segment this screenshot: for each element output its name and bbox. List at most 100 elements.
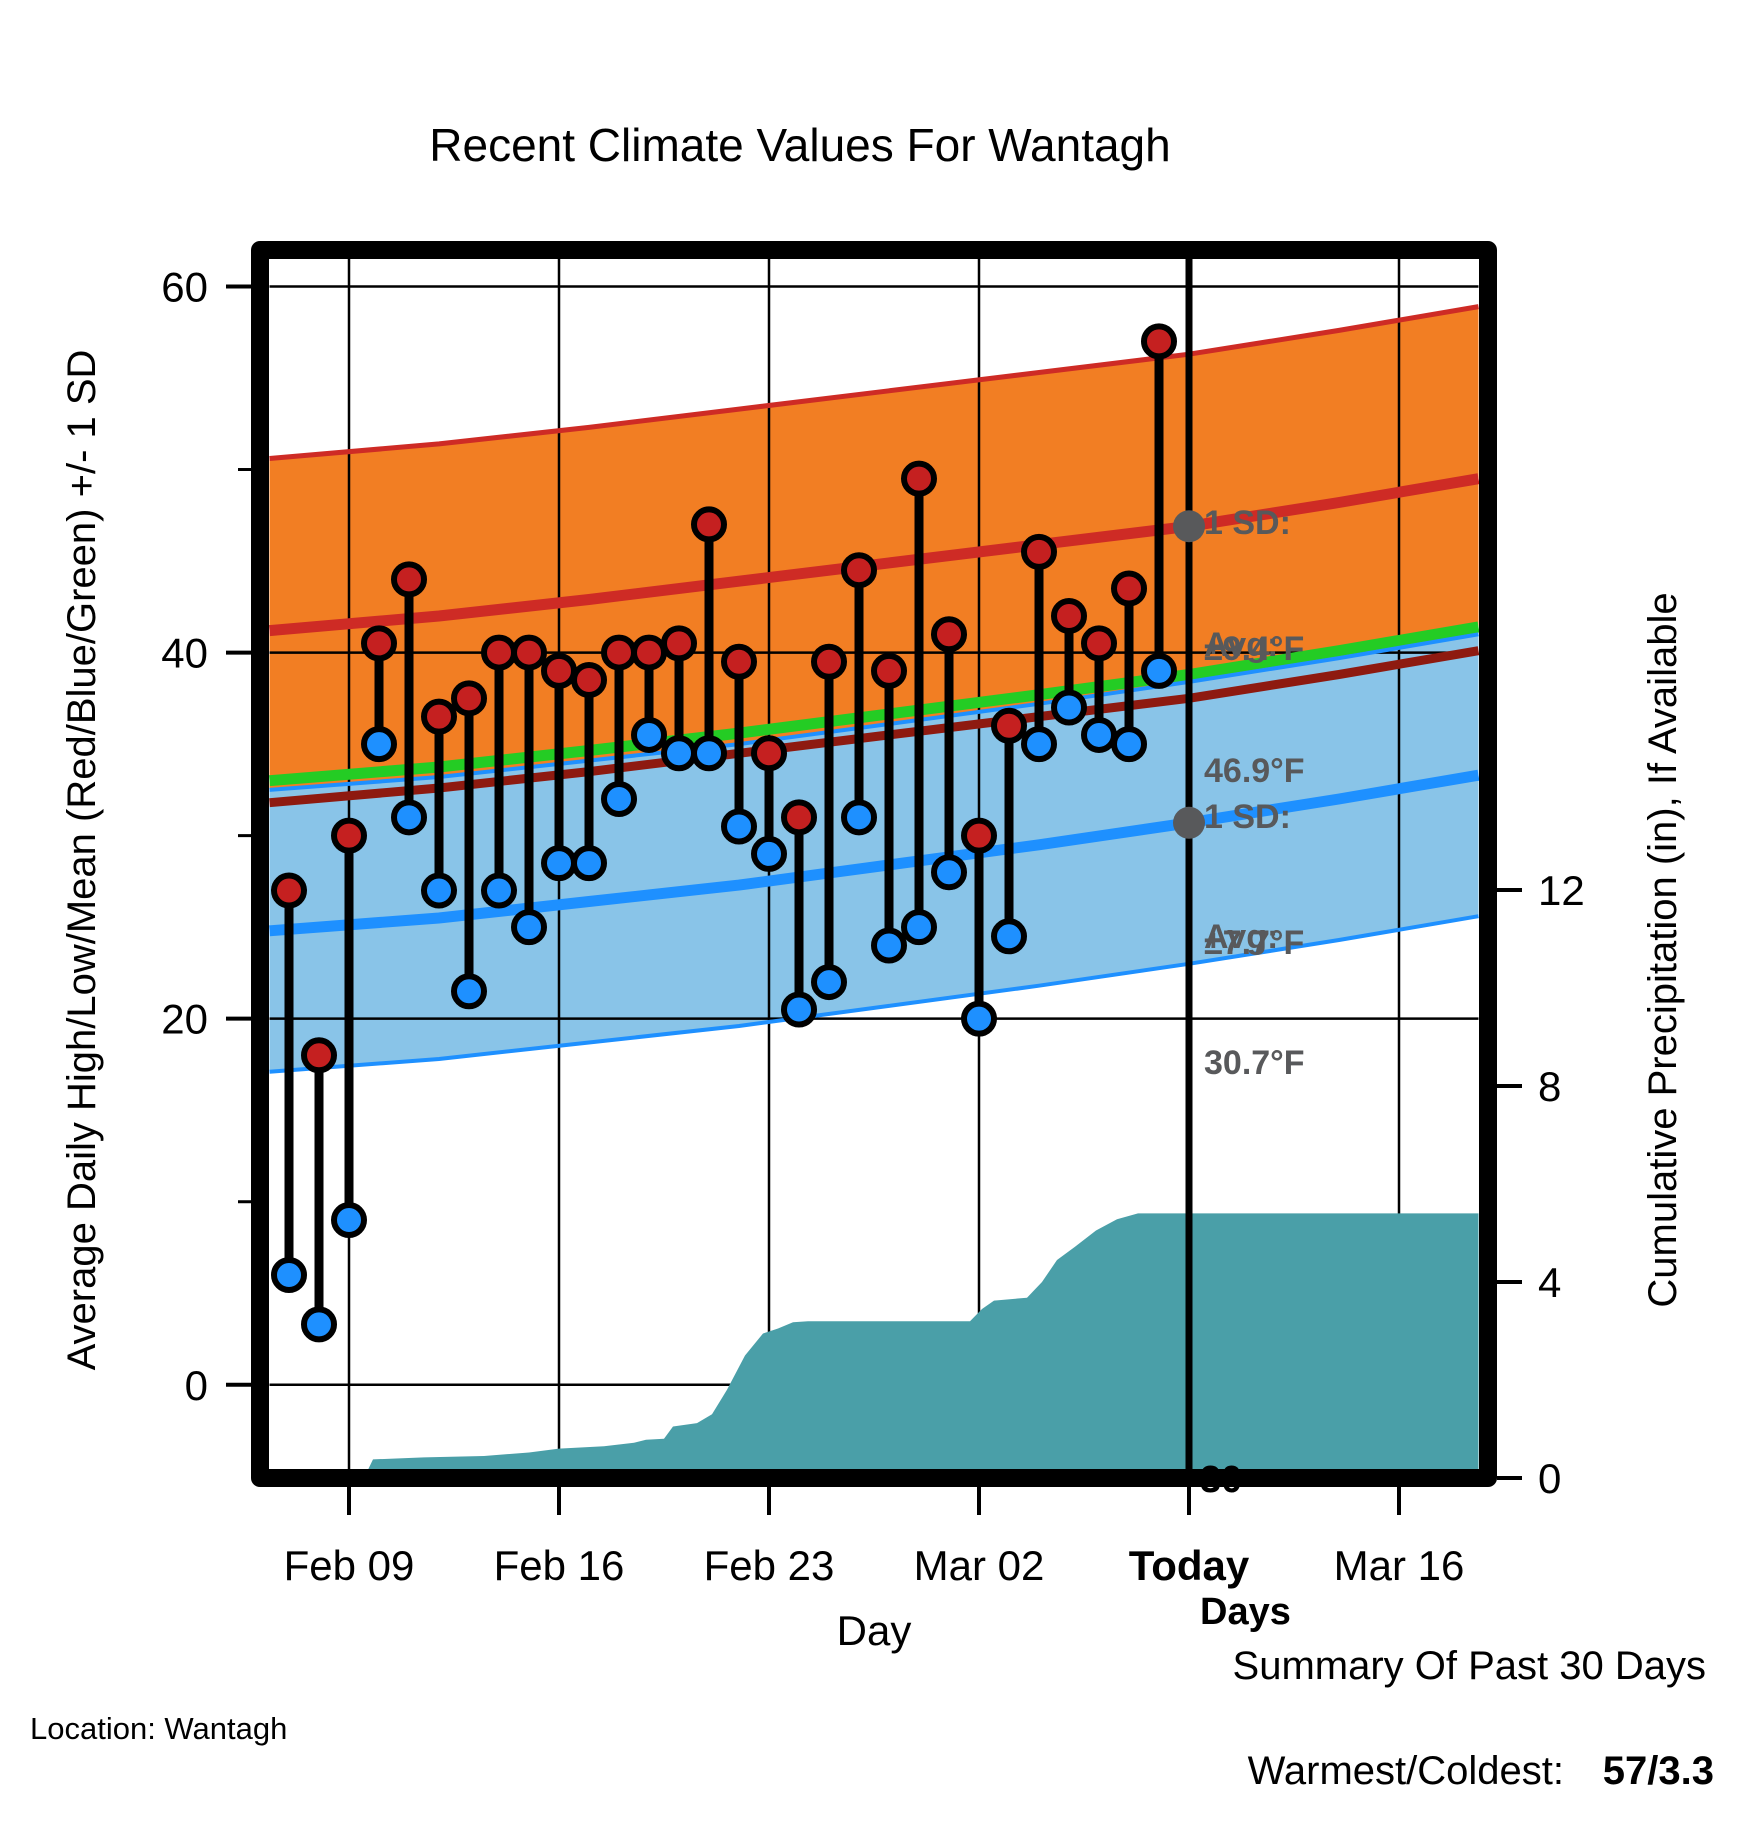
right-axis-tick-label: 8 — [1538, 1063, 1561, 1110]
annotation-low-sd-label: 1 SD: — [1204, 798, 1291, 836]
x-axis-tick-label: Feb 23 — [704, 1542, 835, 1589]
daily-low-dot — [391, 799, 427, 836]
daily-low-dot — [421, 872, 457, 909]
daily-high-dot — [1141, 323, 1177, 360]
daily-low-dot — [721, 808, 757, 845]
x-axis-tick-label: Feb 16 — [494, 1542, 625, 1589]
page-title: Recent Climate Values For Wantagh — [429, 119, 1171, 171]
summary-warmest-label: Warmest/Coldest: — [1247, 1749, 1564, 1793]
daily-low-dot — [631, 716, 667, 753]
daily-high-dot — [631, 634, 667, 671]
today-avg-low-dot — [1173, 806, 1205, 839]
today-30-days-label: 30 Days — [1200, 1370, 1291, 1722]
daily-low-dot — [271, 1256, 307, 1293]
low-temp-sd-band — [269, 634, 1479, 1072]
daily-high-dot — [841, 552, 877, 589]
daily-high-dot — [1111, 570, 1147, 607]
annotation-high-sd-label: 1 SD: — [1204, 504, 1291, 542]
daily-high-dot — [961, 817, 997, 854]
high-band-top-edge — [269, 304, 1479, 461]
annotation-high-sd: 1 SD: ±9.4°F — [1204, 418, 1304, 754]
daily-high-dot — [271, 872, 307, 909]
summary-panel: Summary Of Past 30 Days Warmest/Coldest:… — [1018, 1608, 1714, 1828]
today-avg-high-dot — [1173, 510, 1205, 543]
low-band-bottom-edge — [269, 914, 1479, 1074]
daily-high-dot — [1051, 597, 1087, 634]
metadata-location: Location: Wantagh — [30, 1711, 288, 1746]
daily-high-dot — [541, 652, 577, 689]
x-axis-tick-label: Today — [1129, 1542, 1250, 1589]
daily-low-dot — [991, 918, 1027, 955]
today-marker — [1173, 254, 1205, 1474]
daily-low-dot — [811, 964, 847, 1001]
plot-frame — [251, 241, 1497, 1487]
x-axis-tick-label: Mar 16 — [1334, 1542, 1465, 1589]
daily-low-dot — [301, 1306, 337, 1343]
daily-observations — [271, 323, 1177, 1343]
cumulative-precip-curve — [364, 1213, 1479, 1478]
axes: 0 20 40 60 0 4 8 12 Feb 09 Feb 16 Feb 23 Mar 02 Toda… — [60, 263, 1685, 1654]
daily-low-dot — [661, 735, 697, 772]
today-label-line2: Days — [1200, 1591, 1291, 1633]
daily-high-dot — [661, 625, 697, 662]
daily-low-dot — [931, 854, 967, 891]
daily-high-dot — [451, 680, 487, 717]
annotation-low-sd: 1 SD: ±7.7°F — [1204, 712, 1304, 1048]
annotation-low-avg-value: 30.7°F — [1204, 1044, 1305, 1082]
daily-high-dot — [481, 634, 517, 671]
x-axis-tick-label: Feb 09 — [284, 1542, 415, 1589]
daily-low-dot — [481, 872, 517, 909]
right-axis-title: Cumulative Precipitation (in), If Availa… — [1641, 592, 1685, 1307]
daily-low-dot — [361, 726, 397, 763]
annotation-low-avg: Avg: 30.7°F — [1204, 832, 1305, 1168]
daily-low-dot — [1111, 726, 1147, 763]
daily-low-dot — [1081, 716, 1117, 753]
daily-high-dot — [781, 799, 817, 836]
summary-warmest-value: 57/3.3 — [1602, 1749, 1714, 1793]
avg-high-line — [269, 473, 1480, 637]
daily-high-dot — [391, 561, 427, 598]
left-axis-tick-label: 60 — [161, 263, 208, 310]
daily-high-dot — [991, 707, 1027, 744]
daily-high-dot — [331, 817, 367, 854]
summary-row-warmest-coldest: Warmest/Coldest: 57/3.3 — [1018, 1749, 1714, 1794]
left-axis-tick-label: 20 — [161, 996, 208, 1043]
daily-low-dot — [331, 1202, 367, 1239]
today-label-line1: 30 — [1200, 1459, 1243, 1501]
daily-low-dot — [571, 845, 607, 882]
annotation-high-sd-value: ±9.4°F — [1204, 630, 1305, 668]
daily-low-dot — [1051, 689, 1087, 726]
right-axis-tick-label: 12 — [1538, 867, 1585, 914]
precipitation-area — [364, 1213, 1479, 1478]
daily-high-dot — [601, 634, 637, 671]
annotation-low-avg-label: Avg: — [1204, 918, 1279, 956]
daily-low-dot — [601, 781, 637, 818]
daily-high-dot — [811, 643, 847, 680]
x-axis-tick-label: Mar 02 — [914, 1542, 1045, 1589]
daily-high-dot — [871, 652, 907, 689]
daily-low-dot — [541, 845, 577, 882]
daily-low-dot — [511, 909, 547, 946]
annotation-low-sd-value: ±7.7°F — [1204, 924, 1305, 962]
daily-high-dot — [1081, 625, 1117, 662]
x-axis-title: Day — [837, 1607, 912, 1654]
daily-high-dot — [751, 735, 787, 772]
left-axis-tick-label: 40 — [161, 630, 208, 677]
daily-high-dot — [301, 1037, 337, 1074]
annotation-high-avg-value: 46.9°F — [1204, 752, 1305, 790]
daily-low-dot — [1021, 726, 1057, 763]
daily-high-dot — [421, 698, 457, 735]
daily-low-dot — [841, 799, 877, 836]
daily-high-dot — [361, 625, 397, 662]
daily-low-dot — [901, 909, 937, 946]
summary-title: Summary Of Past 30 Days — [1232, 1644, 1706, 1688]
daily-high-dot — [721, 643, 757, 680]
daily-low-dot — [691, 735, 727, 772]
daily-low-dot — [871, 927, 907, 964]
daily-low-dot — [451, 973, 487, 1010]
annotation-high-avg-label: Avg: — [1204, 626, 1279, 664]
left-axis-title: Average Daily High/Low/Mean (Red/Blue/Gr… — [60, 350, 104, 1371]
daily-high-dot — [931, 616, 967, 653]
